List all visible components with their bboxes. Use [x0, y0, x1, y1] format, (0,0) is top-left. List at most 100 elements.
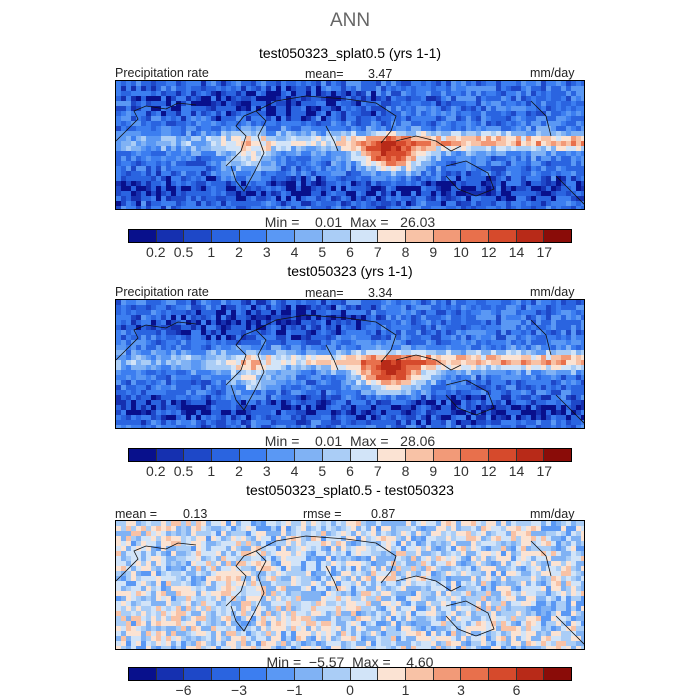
field-cell	[136, 161, 142, 167]
field-cell	[226, 186, 232, 192]
field-cell	[466, 96, 472, 102]
field-cell	[461, 191, 467, 197]
field-cell	[346, 81, 352, 87]
field-cell	[296, 116, 302, 122]
field-cell	[371, 365, 377, 371]
field-cell	[256, 86, 262, 92]
field-cell	[346, 425, 352, 428]
field-cell	[301, 86, 307, 92]
field-cell	[306, 305, 312, 311]
field-cell	[576, 385, 582, 391]
field-cell	[506, 340, 512, 346]
field-cell	[236, 410, 242, 416]
panel1-min-value: 0.01	[314, 214, 343, 230]
field-cell	[166, 350, 172, 356]
field-cell	[156, 375, 162, 381]
field-cell	[351, 206, 357, 209]
field-cell	[201, 325, 207, 331]
field-cell	[531, 106, 537, 112]
coastline	[116, 321, 197, 361]
field-cell	[416, 181, 422, 187]
colorbar-tick-label: 3	[262, 244, 271, 260]
field-cell	[161, 91, 167, 97]
field-cell	[211, 330, 217, 336]
field-cell	[171, 101, 177, 107]
field-cell	[291, 425, 297, 428]
field-cell	[446, 81, 452, 87]
field-cell	[396, 201, 402, 207]
coastline	[225, 329, 267, 411]
field-cell	[561, 335, 567, 341]
field-cell	[171, 320, 177, 326]
field-cell	[276, 335, 282, 341]
field-cell	[336, 375, 342, 381]
field-cell	[366, 415, 372, 421]
field-cell	[346, 86, 352, 92]
field-cell	[316, 300, 322, 306]
field-cell	[571, 305, 577, 311]
field-cell	[226, 201, 232, 207]
field-cell	[136, 355, 142, 361]
field-cell	[276, 176, 282, 182]
field-cell	[246, 116, 252, 122]
field-cell	[341, 176, 347, 182]
field-cell	[131, 151, 137, 157]
field-cell	[286, 330, 292, 336]
field-cell	[191, 350, 197, 356]
field-cell	[456, 345, 462, 351]
field-cell	[221, 166, 227, 172]
field-cell	[176, 390, 182, 396]
field-cell	[141, 131, 147, 137]
field-cell	[261, 171, 267, 177]
field-cell	[296, 146, 302, 152]
field-cell	[571, 156, 577, 162]
field-cell	[241, 201, 247, 207]
field-cell	[386, 310, 392, 316]
field-cell	[466, 330, 472, 336]
field-cell	[571, 355, 577, 361]
field-cell	[256, 390, 262, 396]
field-cell	[221, 156, 227, 162]
field-cell	[486, 345, 492, 351]
field-cell	[471, 310, 477, 316]
field-cell	[351, 365, 357, 371]
field-cell	[271, 405, 277, 411]
field-cell	[501, 410, 507, 416]
field-cell	[446, 131, 452, 137]
field-cell	[381, 131, 387, 137]
field-cell	[216, 86, 222, 92]
field-cell	[331, 385, 337, 391]
field-cell	[236, 176, 242, 182]
field-cell	[181, 420, 187, 426]
field-cell	[381, 116, 387, 122]
field-cell	[436, 156, 442, 162]
field-cell	[371, 425, 377, 428]
field-cell	[151, 131, 157, 137]
field-cell	[176, 206, 182, 209]
field-cell	[341, 206, 347, 209]
field-cell	[556, 191, 562, 197]
field-cell	[471, 425, 477, 428]
field-cell	[331, 310, 337, 316]
field-cell	[251, 86, 257, 92]
field-cell	[311, 206, 317, 209]
field-cell	[141, 191, 147, 197]
field-cell	[376, 365, 382, 371]
field-cell	[136, 405, 142, 411]
field-cell	[511, 161, 517, 167]
field-cell	[141, 370, 147, 376]
field-cell	[416, 375, 422, 381]
field-cell	[406, 375, 412, 381]
field-cell	[316, 390, 322, 396]
field-cell	[561, 91, 567, 97]
field-cell	[136, 81, 142, 87]
field-cell	[311, 106, 317, 112]
field-cell	[346, 360, 352, 366]
field-cell	[511, 425, 517, 428]
field-cell	[441, 370, 447, 376]
field-cell	[281, 325, 287, 331]
field-cell	[301, 410, 307, 416]
field-cell	[391, 345, 397, 351]
field-cell	[256, 300, 262, 306]
field-cell	[556, 315, 562, 321]
